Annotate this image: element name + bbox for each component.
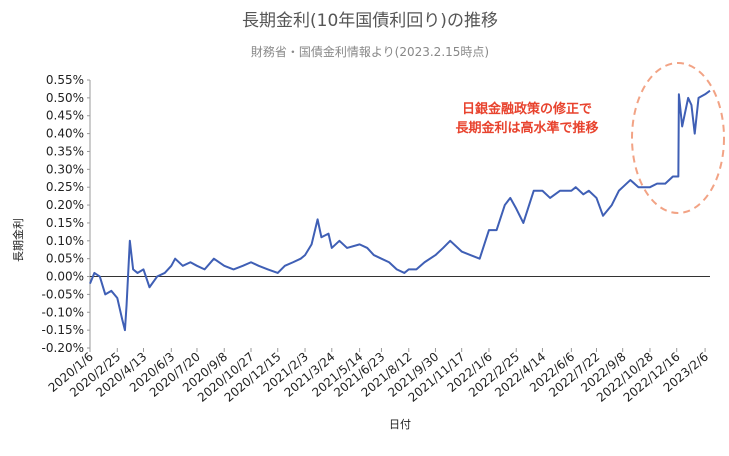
y-tick-label: 0.40% <box>46 127 84 141</box>
y-tick-label: -0.15% <box>42 323 84 337</box>
y-tick-label: 0.25% <box>46 180 84 194</box>
y-axis-title: 長期金利 <box>11 218 25 262</box>
y-tick-label: 0.30% <box>46 162 84 176</box>
line-series <box>89 89 711 332</box>
annotation: 日銀金融政策の修正で <box>462 101 592 117</box>
y-tick-label: 0.45% <box>46 109 84 123</box>
y-tick-label: 0.10% <box>46 234 84 248</box>
y-tick-label: -0.20% <box>42 341 84 355</box>
x-axis-title: 日付 <box>389 418 411 431</box>
y-tick-label: 0.20% <box>46 198 84 212</box>
chart-title: 長期金利(10年国債利回り)の推移 <box>242 11 498 31</box>
y-tick-label: 0.50% <box>46 91 84 105</box>
y-tick-label: 0.15% <box>46 216 84 230</box>
y-tick-label: 0.35% <box>46 144 84 158</box>
y-tick-label: 0.55% <box>46 73 84 87</box>
annotation: 長期金利は高水準で推移 <box>455 120 598 136</box>
y-tick-label: -0.10% <box>42 305 84 319</box>
y-tick-label: -0.05% <box>42 287 84 301</box>
chart-subtitle: 財務省・国債金利情報より(2023.2.15時点) <box>251 44 489 59</box>
y-tick-label: 0.00% <box>46 270 84 284</box>
highlight-ellipse <box>631 62 725 214</box>
y-tick-label: 0.05% <box>46 252 84 266</box>
